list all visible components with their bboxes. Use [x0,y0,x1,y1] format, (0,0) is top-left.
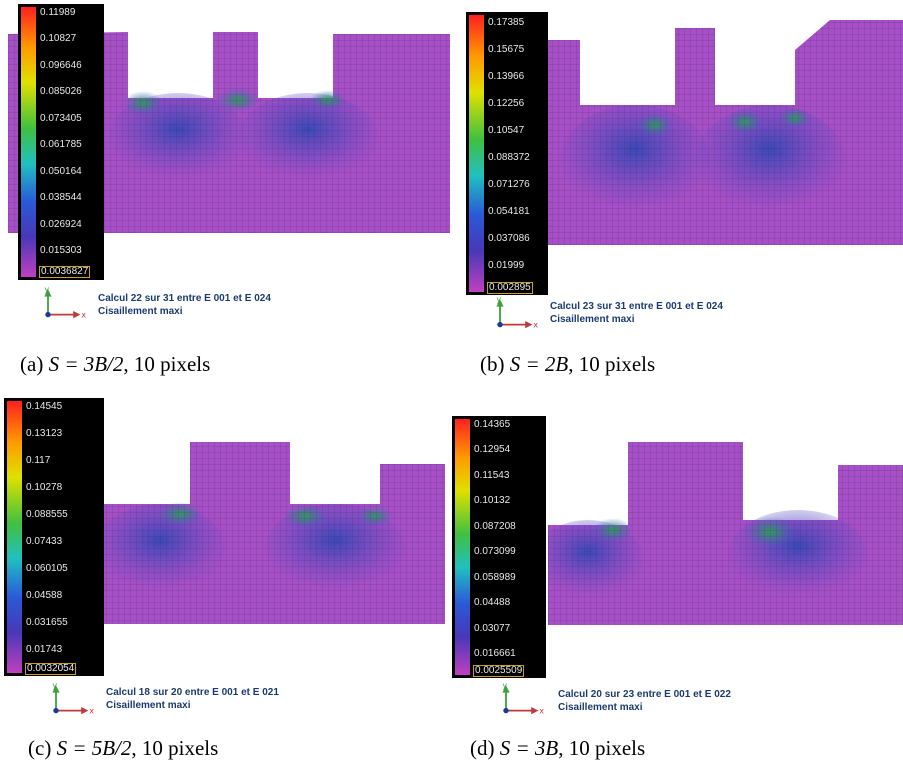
shear-field-d [548,442,903,625]
panel-c: 0.14545 0.13123 0.117 0.10278 0.088555 0… [0,384,450,769]
colorbar-tick: 0.01999 [488,260,525,271]
colorbar-tick: 0.13966 [488,71,525,82]
colorbar-tick: 0.117 [26,455,51,466]
calc-info-c: Calcul 18 sur 20 entre E 001 et E 021 Ci… [106,686,279,712]
colorbar-gradient-c [7,401,22,673]
colorbar-tick: 0.016661 [474,648,516,659]
calc-step-text: Calcul 18 sur 20 entre E 001 et E 021 [106,687,279,698]
colorbar-tick: 0.10827 [40,33,77,44]
axis-triad-d: y x [502,680,544,715]
colorbar-tick: 0.015303 [40,245,82,256]
caption-a: (a) S = 3B/2, 10 pixels [20,352,211,376]
calc-quantity-text: Cisaillement maxi [558,702,643,713]
calc-quantity-text: Cisaillement maxi [98,306,183,317]
axis-y-label: y [52,680,57,690]
colorbar-tick: 0.054181 [488,206,530,217]
axis-triad-b: y x [496,294,538,329]
colorbar-tick: 0.0036827 [39,266,91,278]
axis-y-label: y [502,680,507,690]
colorbar-labels-c: 0.14545 0.13123 0.117 0.10278 0.088555 0… [25,398,102,676]
axis-triad-a: y x [44,284,86,319]
axis-x-label: x [89,705,94,715]
colorbar-labels-d: 0.14365 0.12954 0.11543 0.10132 0.087208… [473,416,544,678]
colorbar-tick: 0.088372 [488,152,530,163]
calc-quantity-text: Cisaillement maxi [550,314,635,325]
colorbar-tick: 0.12954 [474,444,511,455]
colorbar-tick: 0.07433 [26,536,63,547]
colorbar-labels-b: 0.17385 0.15675 0.13966 0.12256 0.10547 … [487,12,546,295]
colorbar-tick: 0.10278 [26,482,63,493]
colorbar-gradient-d [455,419,470,675]
colorbar-tick: 0.01743 [26,644,63,655]
axis-x-label: x [539,705,544,715]
panel-d: 0.14365 0.12954 0.11543 0.10132 0.087208… [452,384,903,769]
axis-triad-c: y x [52,680,94,715]
colorbar-tick: 0.10547 [488,125,525,136]
colorbar-tick: 0.050164 [40,166,82,177]
colorbar-tick: 0.15675 [488,44,525,55]
axis-y-label: y [44,284,49,294]
shear-field-c [100,442,445,624]
colorbar-tick: 0.14365 [474,419,511,430]
colorbar-tick: 0.060105 [26,563,68,574]
calc-info-b: Calcul 23 sur 31 entre E 001 et E 024 Ci… [550,300,723,326]
colorbar-tick: 0.11989 [40,7,76,18]
colorbar-tick: 0.10132 [474,495,511,506]
colorbar-labels-a: 0.11989 0.10827 0.096646 0.085026 0.0734… [39,4,102,280]
colorbar-b: 0.17385 0.15675 0.13966 0.12256 0.10547 … [466,12,548,295]
caption-c: (c) S = 5B/2, 10 pixels [28,736,219,760]
panel-b: 0.17385 0.15675 0.13966 0.12256 0.10547 … [452,0,903,384]
axis-x-label: x [81,309,86,319]
colorbar-tick: 0.04488 [474,597,511,608]
caption-b: (b) S = 2B, 10 pixels [480,352,656,376]
colorbar-tick: 0.085026 [40,86,82,97]
colorbar-tick: 0.031655 [26,617,68,628]
colorbar-tick: 0.087208 [474,521,516,532]
calc-step-text: Calcul 22 sur 31 entre E 001 et E 024 [98,293,271,304]
shear-field-a [8,32,450,233]
axis-y-label: y [496,294,501,304]
panel-a: 0.11989 0.10827 0.096646 0.085026 0.0734… [0,0,450,384]
calc-step-text: Calcul 20 sur 23 entre E 001 et E 022 [558,689,731,700]
calc-step-text: Calcul 23 sur 31 entre E 001 et E 024 [550,301,723,312]
colorbar-tick: 0.071276 [488,179,530,190]
colorbar-tick: 0.073099 [474,546,516,557]
colorbar-tick: 0.038544 [40,192,82,203]
colorbar-tick: 0.04588 [26,590,63,601]
colorbar-tick: 0.13123 [26,428,63,439]
calc-quantity-text: Cisaillement maxi [106,700,191,711]
colorbar-tick: 0.037086 [488,233,530,244]
colorbar-tick: 0.026924 [40,219,82,230]
colorbar-a: 0.11989 0.10827 0.096646 0.085026 0.0734… [18,4,104,280]
colorbar-d: 0.14365 0.12954 0.11543 0.10132 0.087208… [452,416,546,678]
colorbar-tick: 0.14545 [26,401,63,412]
calc-info-d: Calcul 20 sur 23 entre E 001 et E 022 Ci… [558,688,731,714]
colorbar-tick: 0.12256 [488,98,525,109]
colorbar-gradient-b [469,15,484,292]
axis-x-label: x [533,319,538,329]
colorbar-tick: 0.088555 [26,509,68,520]
calc-info-a: Calcul 22 sur 31 entre E 001 et E 024 Ci… [98,292,271,318]
colorbar-tick: 0.03077 [474,623,511,634]
colorbar-tick: 0.17385 [488,17,525,28]
colorbar-tick: 0.073405 [40,113,82,124]
colorbar-tick: 0.0025509 [473,665,525,677]
colorbar-tick: 0.0032054 [25,663,77,675]
colorbar-tick: 0.11543 [474,470,510,481]
shear-field-b [540,20,903,245]
colorbar-tick: 0.096646 [40,60,82,71]
colorbar-tick: 0.058989 [474,572,516,583]
caption-d: (d) S = 3B, 10 pixels [470,736,646,760]
colorbar-tick: 0.061785 [40,139,82,150]
colorbar-c: 0.14545 0.13123 0.117 0.10278 0.088555 0… [4,398,104,676]
colorbar-gradient-a [21,7,36,277]
colorbar-tick: 0.002895 [487,282,533,294]
